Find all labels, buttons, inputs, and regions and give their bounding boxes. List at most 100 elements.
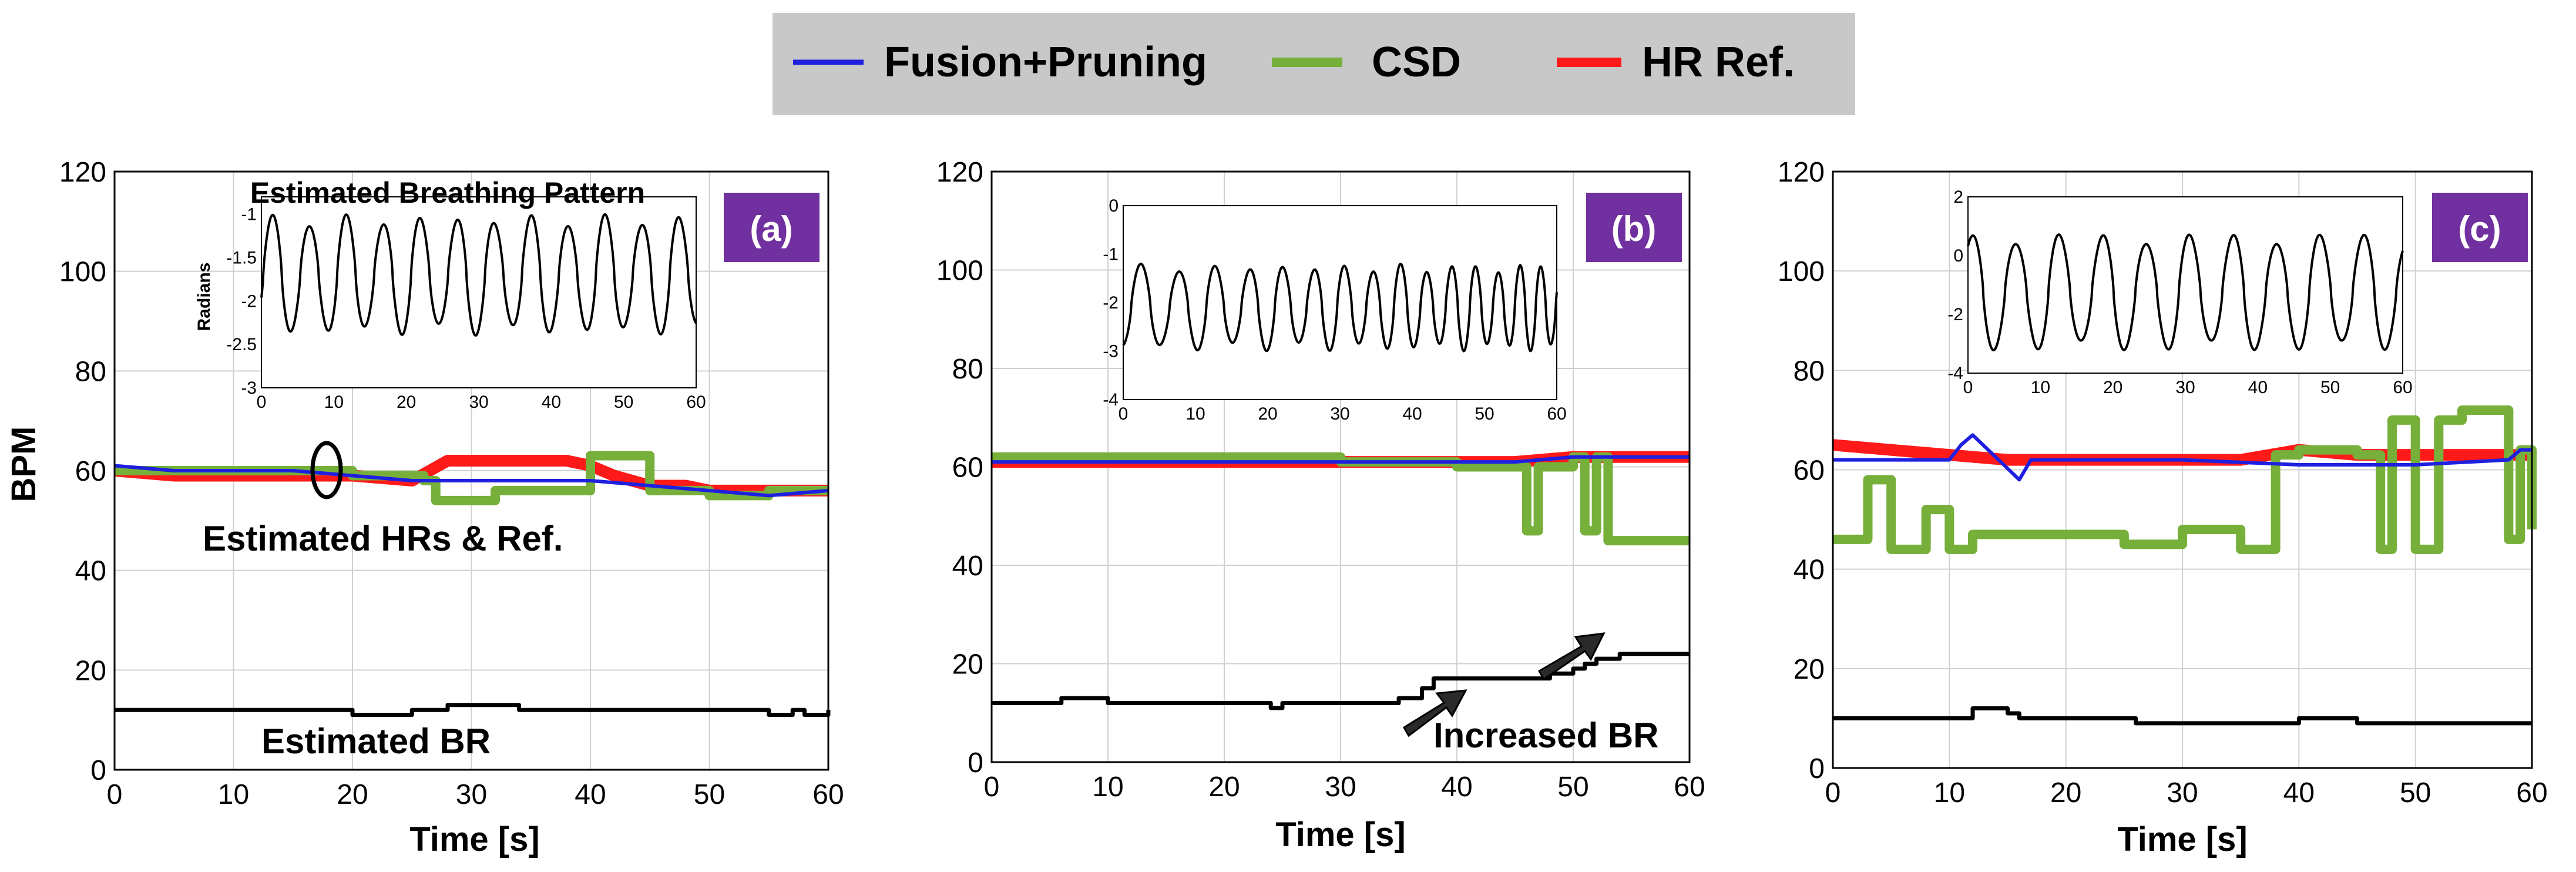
panel-c-series-csd [1833, 405, 2537, 554]
panel-a-inset-title: Estimated Breathing Pattern [250, 176, 645, 209]
panel-b-inset-ytick: -4 [1103, 390, 1119, 410]
panel-b-series-csd [992, 452, 1690, 546]
panel-a-inset-xtick: 30 [469, 393, 488, 412]
panel-c-xtick: 0 [1825, 777, 1841, 809]
panel-c-inset-xtick: 60 [2393, 378, 2412, 397]
panel-a-ytick: 40 [75, 556, 106, 587]
legend: Fusion+Pruning CSD HR Ref. [773, 13, 1855, 115]
panel-a-inset-xtick: 60 [686, 393, 706, 412]
panel-a-series-fusion [114, 464, 829, 498]
panel-a-annotation-hr: Estimated HRs & Ref. [203, 519, 563, 558]
panel-b-inset-xtick: 20 [1258, 404, 1277, 424]
panel-c-xtick: 40 [2283, 777, 2315, 809]
panel-a-inset-xtick: 40 [542, 393, 561, 412]
panel-a-inset-ytick: -2.5 [226, 335, 257, 354]
panel-b-ytick: 80 [952, 354, 983, 385]
panel-b-xtick: 0 [984, 772, 1000, 803]
panel-a-ytick: 100 [59, 257, 106, 288]
panel-b-xtick: 20 [1208, 772, 1240, 803]
panel-b-ytick: 60 [952, 452, 983, 484]
panel-a-inset-ylabel: Radians [194, 263, 214, 331]
legend-csd-label: CSD [1372, 39, 1461, 86]
panel-c-ytick: 40 [1794, 555, 1825, 586]
panel-c-xtick: 30 [2167, 777, 2198, 809]
panel-a-xlabel: Time [s] [409, 820, 539, 858]
panel-c-inset-ytick: 2 [1953, 187, 1963, 207]
panel-a-inset-frame [261, 196, 697, 388]
panel-c-inset-ytick: -2 [1947, 305, 1963, 324]
panel-c-inset-xtick: 40 [2248, 378, 2268, 397]
panel-b-arrow-2 [1537, 632, 1606, 681]
panel-c-xtick: 60 [2516, 777, 2547, 809]
panel-a-inset-ytick: -1.5 [226, 248, 257, 267]
panel-b-inset-ytick: -3 [1103, 342, 1119, 361]
panel-a-series-ref [114, 455, 828, 497]
panel-a-ytick: 20 [75, 655, 106, 686]
panel-a-inset-xtick: 10 [324, 393, 344, 412]
panel-c-inset-xtick: 50 [2320, 378, 2340, 397]
panel-c-xtick: 10 [1934, 777, 1965, 809]
panel-b-xtick: 50 [1557, 772, 1588, 803]
panel-a-inset-xtick: 0 [257, 393, 267, 412]
panel-a-xtick: 60 [812, 779, 844, 810]
panel-c-xlabel: Time [s] [2117, 820, 2247, 858]
panel-a-xtick: 50 [694, 779, 725, 810]
panel-a-ytick: 80 [75, 356, 106, 387]
panel-a-tag [724, 193, 820, 262]
panel-b-frame [990, 170, 1691, 763]
panel-c-ytick: 60 [1794, 455, 1825, 487]
panel-a-inset-waveform [260, 213, 697, 337]
panel-b-inset-xtick: 10 [1185, 404, 1205, 424]
panel-b-inset-waveform [1122, 262, 1558, 353]
panel-a-xtick: 20 [337, 779, 368, 810]
panel-c-tag-label: (c) [2458, 209, 2501, 249]
panel-a-inset-ytick: -2 [241, 291, 257, 311]
panel-c-inset-xtick: 10 [2031, 378, 2050, 397]
panel-b-ytick: 0 [968, 747, 983, 779]
panel-b-ytick: 120 [936, 157, 983, 188]
panel-c-inset-xtick: 30 [2175, 378, 2195, 397]
panel-a-highlight-ellipse [310, 441, 343, 499]
panel-a-xtick: 0 [107, 779, 123, 810]
panel-b-arrow-1 [1402, 689, 1467, 737]
panel-a-ytick: 0 [90, 755, 106, 786]
panel-c-inset-frame [1967, 196, 2403, 374]
panel-b-ytick: 100 [936, 256, 983, 287]
panel-c-frame [1832, 170, 2533, 769]
panel-a-ytick: 120 [59, 157, 106, 188]
panel-a-inset-xtick: 50 [614, 393, 633, 412]
panel-a-xtick: 30 [456, 779, 487, 810]
panel-c-inset-ytick: -4 [1947, 364, 1963, 383]
panel-a-annotation-br: Estimated BR [261, 722, 491, 761]
panel-a-series-br [115, 703, 831, 717]
panel-c-ytick: 120 [1778, 157, 1825, 188]
panel-b-inset-xtick: 50 [1475, 404, 1494, 424]
panel-a: 0 10 20 30 40 50 60 0 20 40 60 80 100 120 Time [s] B… [5, 157, 844, 858]
panel-b-inset-ytick: -2 [1103, 293, 1119, 313]
panel-b-xtick: 60 [1674, 772, 1705, 803]
panel-b-inset-xtick: 40 [1402, 404, 1422, 424]
panel-a-ylabel: BPM [5, 427, 43, 502]
panel-a-inset-xtick: 20 [397, 393, 416, 412]
panel-b-xtick: 40 [1441, 772, 1472, 803]
panel-b-ytick: 20 [952, 649, 983, 680]
panel-c-ytick: 20 [1794, 654, 1825, 685]
panel-a-inset-ytick: -3 [241, 378, 257, 398]
panel-b-xtick: 10 [1092, 772, 1123, 803]
panel-b-series-fusion [992, 455, 1690, 464]
panel-b-inset-ytick: 0 [1109, 196, 1119, 216]
panel-c-inset-xtick: 20 [2103, 378, 2122, 397]
panel-c-inset-waveform [1967, 233, 2404, 351]
panel-b-tag [1586, 193, 1682, 262]
panel-c-series-br [1833, 706, 2532, 726]
panel-c-xtick: 50 [2400, 777, 2431, 809]
panel-c-ytick: 100 [1778, 256, 1825, 287]
panel-a-tag-label: (a) [750, 209, 792, 249]
panel-a-frame [113, 170, 829, 771]
panel-a-inset-ytick: -1 [241, 205, 257, 224]
panel-b-annotation-br: Increased BR [1433, 716, 1659, 755]
panel-b-xlabel: Time [s] [1275, 816, 1405, 854]
